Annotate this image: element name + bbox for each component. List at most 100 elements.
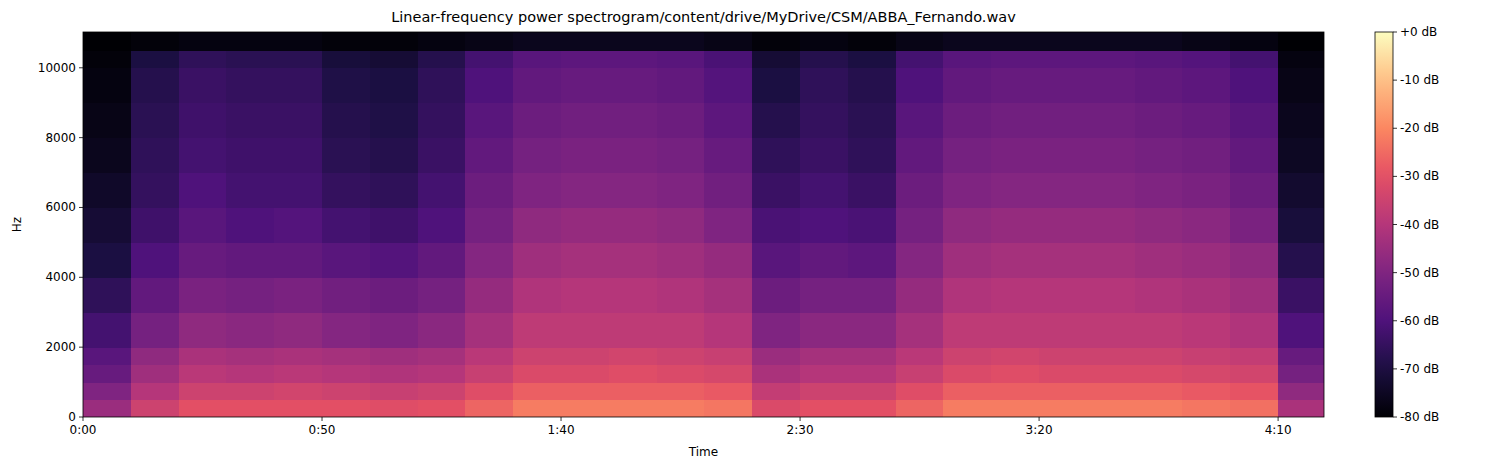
- cell: [131, 207, 179, 242]
- cell: [1182, 382, 1230, 400]
- cell: [83, 365, 131, 383]
- cell: [1087, 103, 1135, 138]
- cell: [465, 382, 513, 400]
- cell: [609, 242, 657, 277]
- cell: [800, 382, 848, 400]
- cell: [609, 382, 657, 400]
- cell: [752, 312, 800, 347]
- cell: [418, 173, 466, 208]
- cell: [752, 103, 800, 138]
- cell: [896, 173, 944, 208]
- cell: [657, 173, 705, 208]
- cell: [752, 50, 800, 68]
- cell: [657, 138, 705, 173]
- plot-bg: [83, 32, 1324, 417]
- cb-tick-label: -10 dB: [1400, 73, 1439, 87]
- y-tick: [79, 417, 83, 418]
- cell: [609, 138, 657, 173]
- cell: [274, 207, 322, 242]
- cell: [991, 242, 1039, 277]
- cell: [561, 207, 609, 242]
- cell: [322, 365, 370, 383]
- cell: [418, 400, 466, 417]
- cell: [513, 138, 561, 173]
- cell: [1278, 347, 1324, 365]
- cell: [179, 365, 227, 383]
- cb-tick-label: -40 dB: [1400, 218, 1439, 232]
- cell: [943, 347, 991, 365]
- cell: [1230, 277, 1278, 312]
- cell: [943, 103, 991, 138]
- cell: [943, 68, 991, 103]
- cell: [848, 50, 896, 68]
- cell: [1087, 173, 1135, 208]
- cell: [322, 382, 370, 400]
- cell: [1135, 382, 1183, 400]
- cell: [800, 103, 848, 138]
- cell: [1087, 207, 1135, 242]
- cell: [943, 32, 991, 51]
- cell: [513, 32, 561, 51]
- cell: [1278, 312, 1324, 347]
- cell: [274, 32, 322, 51]
- cell: [1039, 382, 1087, 400]
- cell: [1182, 347, 1230, 365]
- cell: [752, 68, 800, 103]
- cell: [83, 312, 131, 347]
- cell: [1230, 365, 1278, 383]
- cell: [943, 207, 991, 242]
- cell: [657, 68, 705, 103]
- cell: [704, 207, 752, 242]
- cell: [657, 103, 705, 138]
- cell: [131, 242, 179, 277]
- cell: [896, 277, 944, 312]
- cell: [322, 173, 370, 208]
- cell: [274, 347, 322, 365]
- cb-tick: [1393, 32, 1397, 33]
- cell: [1230, 32, 1278, 51]
- cell: [1135, 312, 1183, 347]
- cb-tick-label: -80 dB: [1400, 410, 1439, 424]
- cell: [1039, 277, 1087, 312]
- cell: [226, 50, 274, 68]
- cell: [322, 68, 370, 103]
- cell: [752, 207, 800, 242]
- cells: [83, 32, 1324, 417]
- cell: [800, 312, 848, 347]
- cell: [848, 242, 896, 277]
- cell: [1230, 207, 1278, 242]
- cell: [657, 400, 705, 417]
- cell: [1230, 242, 1278, 277]
- cell: [1135, 365, 1183, 383]
- x-tick-label: 2:30: [787, 423, 814, 437]
- cell: [83, 277, 131, 312]
- cell: [1087, 32, 1135, 51]
- cell: [131, 312, 179, 347]
- cell: [83, 50, 131, 68]
- cell: [179, 207, 227, 242]
- cell: [896, 138, 944, 173]
- cell: [561, 173, 609, 208]
- cell: [465, 400, 513, 417]
- cb-tick-label: +0 dB: [1400, 25, 1437, 39]
- cell: [274, 103, 322, 138]
- cell: [1230, 138, 1278, 173]
- cell: [131, 32, 179, 51]
- cell: [609, 207, 657, 242]
- cell: [1087, 382, 1135, 400]
- cell: [465, 68, 513, 103]
- cell: [418, 277, 466, 312]
- cell: [848, 103, 896, 138]
- cell: [370, 365, 418, 383]
- y-tick: [79, 137, 83, 138]
- x-tick-label: 1:40: [548, 423, 575, 437]
- cell: [83, 68, 131, 103]
- cell: [465, 347, 513, 365]
- cell: [752, 173, 800, 208]
- cell: [1135, 32, 1183, 51]
- cell: [1230, 382, 1278, 400]
- cell: [274, 312, 322, 347]
- cell: [1278, 173, 1324, 208]
- cell: [1135, 400, 1183, 417]
- frame: [83, 32, 1324, 417]
